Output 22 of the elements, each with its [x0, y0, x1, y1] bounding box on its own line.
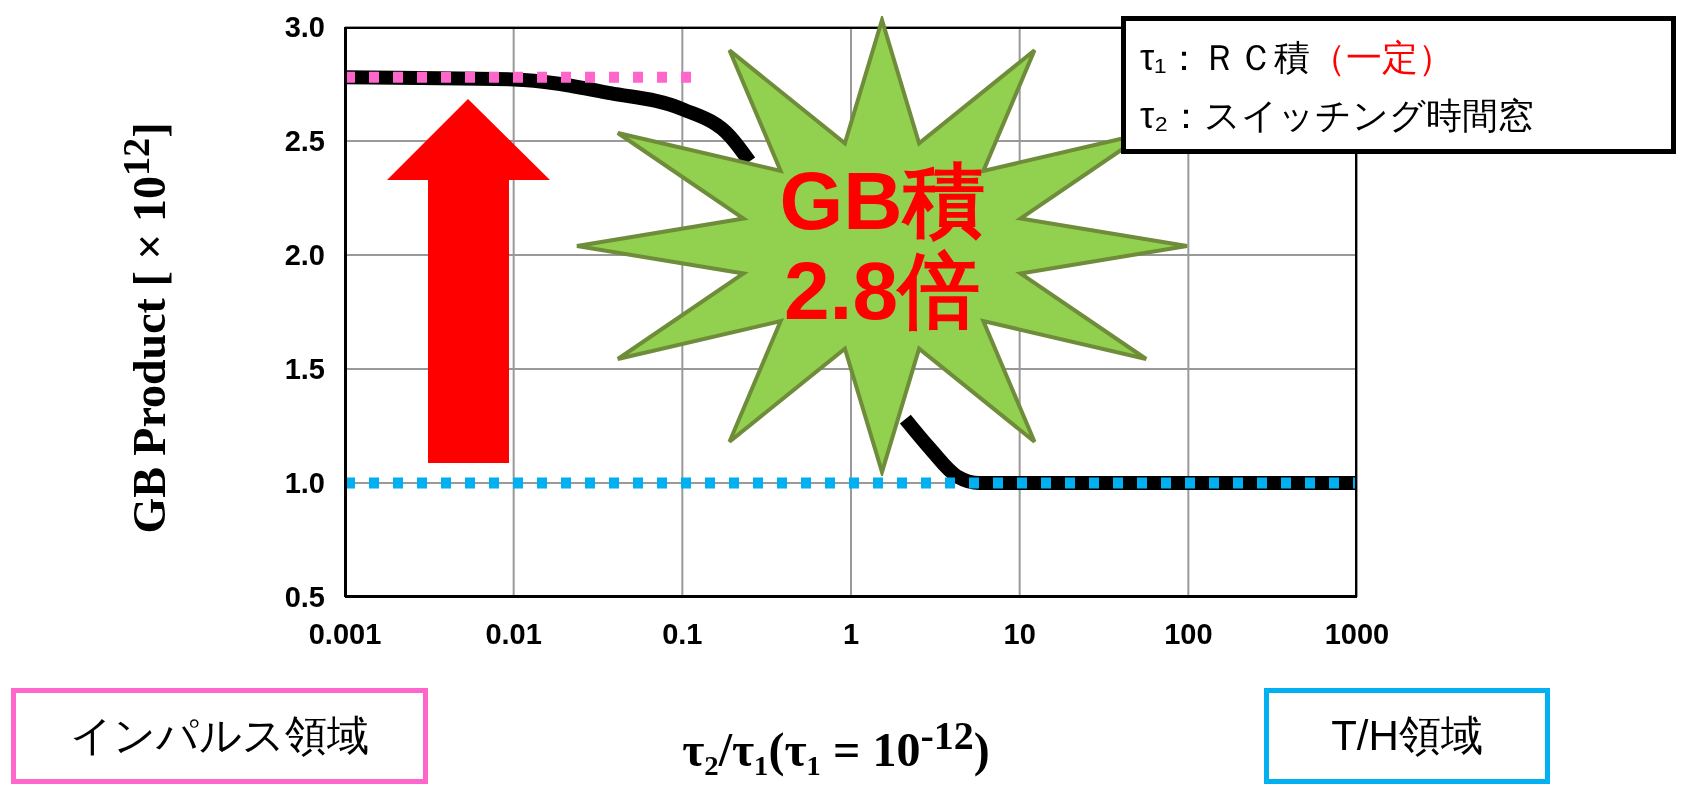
y-tick-label: 1.0: [284, 467, 325, 500]
y-tick-label: 2.5: [284, 125, 325, 158]
text: インパルス領域: [70, 711, 369, 761]
y-tick-label: 3.0: [284, 11, 325, 44]
annotation: GB積: [779, 155, 985, 246]
annotation: 2.8倍: [784, 245, 980, 336]
x-tick-label: 0.1: [662, 617, 703, 650]
x-axis-title: τ₂/τ₁(τ₁ = 10$^{-12}$): [682, 711, 990, 777]
x-tick-label: 0.01: [485, 617, 542, 650]
text: T/H領域: [1331, 711, 1483, 761]
y-tick-label: 1.5: [284, 353, 325, 386]
x-tick-label: 100: [1164, 617, 1213, 650]
annotation: （一定）: [1310, 37, 1455, 78]
x-tick-label: 10: [1003, 617, 1036, 650]
x-tick-label: 1000: [1324, 617, 1390, 650]
annotation: τ₂：スイッチング時間窓: [1140, 95, 1535, 136]
x-tick-label: 1: [842, 617, 860, 650]
note-box: τ₁：ＲＣ積（一定） τ₂：スイッチング時間窓: [1121, 16, 1676, 154]
y-tick-label: 0.5: [284, 581, 325, 614]
y-tick-label: 2.0: [284, 239, 325, 272]
x-tick-label: 0.001: [308, 617, 382, 650]
annotation: τ₁：ＲＣ積: [1140, 37, 1311, 78]
